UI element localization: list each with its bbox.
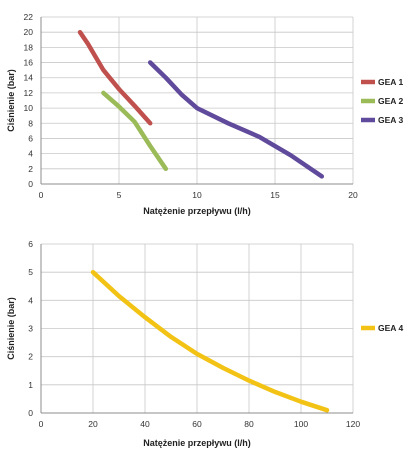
x-axis-title: Natężenie przepływu (l/h)	[143, 438, 251, 448]
x-tick-label: 20	[348, 190, 358, 200]
y-tick-label: 0	[28, 408, 33, 418]
y-tick-label: 2	[28, 164, 33, 174]
x-tick-label: 80	[244, 419, 254, 429]
y-tick-label: 6	[28, 133, 33, 143]
x-axis-title: Natężenie przepływu (l/h)	[143, 206, 251, 216]
x-tick-label: 0	[39, 419, 44, 429]
series-line-gea-2	[101, 90, 169, 172]
y-tick-label: 3	[28, 324, 33, 334]
y-axis-title: Ciśnienie (bar)	[6, 297, 16, 360]
y-tick-label: 10	[24, 103, 34, 113]
legend-label: GEA 4	[378, 323, 403, 333]
y-tick-label: 4	[28, 295, 33, 305]
series-line-gea-3	[147, 60, 325, 179]
series-line-gea-4	[90, 269, 330, 413]
legend-label: GEA 1	[378, 77, 403, 87]
y-tick-label: 20	[24, 27, 34, 37]
x-tick-label: 60	[192, 419, 202, 429]
x-tick-label: 120	[346, 419, 360, 429]
x-tick-label: 20	[88, 419, 98, 429]
y-tick-label: 12	[24, 88, 34, 98]
x-tick-label: 40	[140, 419, 150, 429]
x-tick-label: 15	[270, 190, 280, 200]
x-tick-label: 0	[39, 190, 44, 200]
legend-label: GEA 2	[378, 96, 403, 106]
y-tick-label: 18	[24, 42, 34, 52]
y-tick-label: 8	[28, 118, 33, 128]
x-tick-label: 100	[294, 419, 308, 429]
x-tick-label: 10	[192, 190, 202, 200]
y-tick-label: 2	[28, 352, 33, 362]
y-tick-label: 22	[24, 12, 34, 22]
y-axis-title: Ciśnienie (bar)	[6, 69, 16, 132]
y-tick-label: 0	[28, 179, 33, 189]
y-tick-label: 6	[28, 239, 33, 249]
chart-1: 0 2 4 6 8 10 12 14 16 18 20 22 0 5 10 15 20 Natężenie prz…	[6, 12, 403, 216]
legend-label: GEA 3	[378, 115, 403, 125]
y-tick-label: 5	[28, 267, 33, 277]
y-tick-label: 14	[24, 73, 34, 83]
x-tick-label: 5	[117, 190, 122, 200]
y-tick-label: 16	[24, 58, 34, 68]
series-line-gea-1	[77, 29, 153, 126]
y-tick-label: 1	[28, 380, 33, 390]
y-tick-label: 4	[28, 149, 33, 159]
